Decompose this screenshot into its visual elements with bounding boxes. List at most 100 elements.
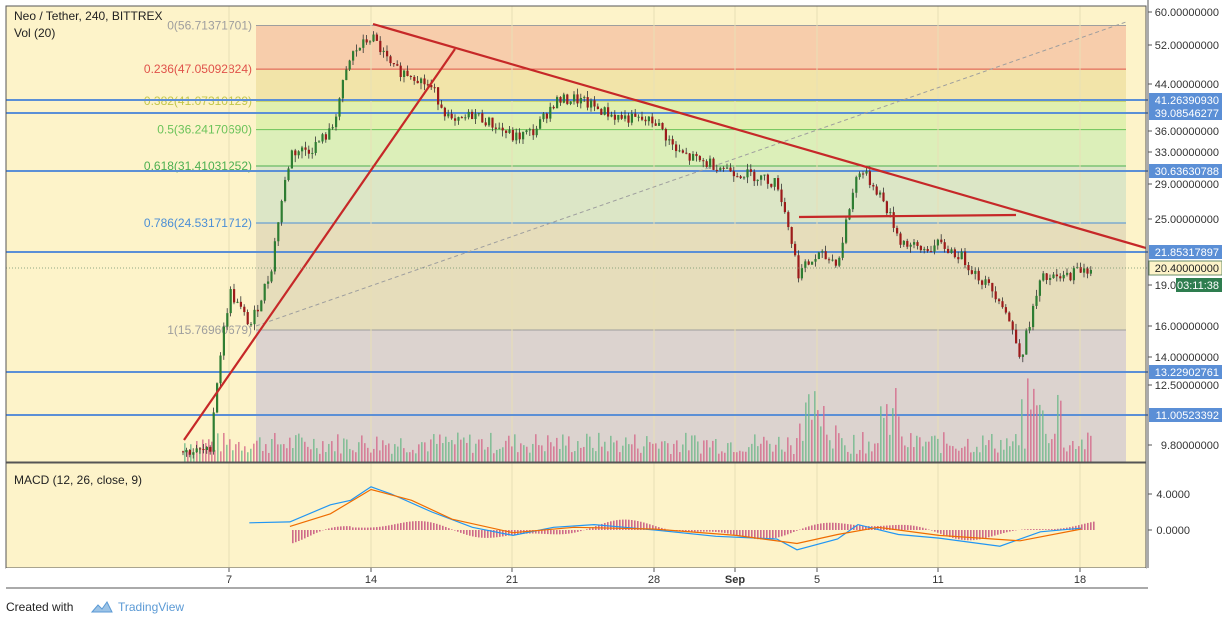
volume-bar xyxy=(964,446,966,462)
candle-body xyxy=(331,127,334,129)
volume-bar xyxy=(979,452,981,462)
tradingview-link[interactable]: TradingView xyxy=(90,598,184,616)
macd-histogram-bar xyxy=(1075,525,1077,530)
macd-histogram-bar xyxy=(793,530,795,532)
macd-histogram-bar xyxy=(964,530,966,541)
macd-histogram-bar xyxy=(1051,529,1053,530)
volume-bar xyxy=(841,438,843,462)
macd-histogram-bar xyxy=(640,521,642,530)
candle-body xyxy=(505,130,508,133)
candle-body xyxy=(1025,330,1028,355)
volume-bar xyxy=(811,419,813,462)
volume-bar xyxy=(673,443,675,462)
macd-histogram-bar xyxy=(466,530,468,535)
volume-bar xyxy=(637,448,639,462)
volume-bar xyxy=(409,452,411,462)
macd-histogram-bar xyxy=(319,530,321,532)
macd-histogram-bar xyxy=(508,530,510,536)
candle-body xyxy=(987,279,990,283)
macd-histogram-bar xyxy=(346,526,348,530)
volume-bar xyxy=(454,444,456,462)
candle-body xyxy=(593,100,596,107)
level-price-tag xyxy=(1149,164,1222,178)
candle-body xyxy=(930,251,933,253)
candle-body xyxy=(960,251,963,260)
candle-body xyxy=(739,176,742,179)
candle-body xyxy=(202,449,205,451)
volume-bar xyxy=(688,450,690,462)
level-price-label: 13.22902761 xyxy=(1155,367,1219,379)
candle-body xyxy=(253,309,256,325)
macd-histogram-bar xyxy=(1045,529,1047,530)
candle-body xyxy=(607,107,610,117)
macd-histogram-bar xyxy=(613,520,615,530)
level-price-label: 11.00523392 xyxy=(1156,410,1219,422)
candle-body xyxy=(899,233,902,245)
price-chart[interactable]: 0(56.71371701) 0.236(47.05092824) 0.382(41… xyxy=(0,0,1222,590)
candle-body xyxy=(535,128,538,136)
macd-histogram-bar xyxy=(922,527,924,530)
candle-body xyxy=(933,245,936,252)
macd-histogram-bar xyxy=(976,530,978,540)
candle-body xyxy=(984,279,987,285)
volume-bar xyxy=(322,441,324,462)
candle-body xyxy=(1015,329,1018,344)
volume-bar xyxy=(1039,404,1041,462)
macd-histogram-bar xyxy=(409,521,411,530)
volume-bar xyxy=(880,406,882,462)
candle-body xyxy=(981,280,984,285)
candle-body xyxy=(1049,278,1052,280)
macd-line xyxy=(249,486,1082,551)
volume-bar xyxy=(703,440,705,462)
level-price-tag xyxy=(1149,245,1222,259)
macd-histogram-bar xyxy=(454,530,456,531)
volume-bar xyxy=(268,452,270,462)
volume-bar xyxy=(427,451,429,462)
macd-histogram-bar xyxy=(1039,529,1041,530)
macd-histogram-bar xyxy=(763,530,765,540)
candle-body xyxy=(807,261,810,265)
macd-histogram-bar xyxy=(373,527,375,530)
volume-bar xyxy=(607,451,609,462)
volume-bar xyxy=(544,451,546,462)
macd-histogram-bar xyxy=(493,530,495,538)
volume-bar xyxy=(355,452,357,462)
macd-histogram-bar xyxy=(421,521,423,530)
volume-bar xyxy=(469,434,471,462)
candle-body xyxy=(488,117,491,126)
macd-histogram-bar xyxy=(490,530,492,538)
macd-histogram-bar xyxy=(652,525,654,530)
candle-body xyxy=(994,291,997,300)
macd-histogram-bar xyxy=(784,530,786,536)
volume-bar xyxy=(331,441,333,462)
candle-body xyxy=(906,240,909,247)
macd-histogram-bar xyxy=(622,519,624,530)
candle-body xyxy=(787,212,790,228)
volume-bar xyxy=(658,448,660,462)
volume-bar xyxy=(628,444,630,462)
volume-bar xyxy=(988,440,990,462)
volume-bar xyxy=(397,446,399,462)
candle-body xyxy=(284,179,287,201)
macd-histogram-bar xyxy=(325,529,327,530)
candle-body xyxy=(1079,267,1082,273)
volume-bar xyxy=(352,450,354,462)
volume-bar xyxy=(328,443,330,462)
candle-body xyxy=(263,283,266,301)
candle-body xyxy=(678,150,681,152)
macd-histogram-bar xyxy=(487,530,489,538)
volume-bar xyxy=(577,441,579,462)
macd-histogram-bar xyxy=(382,526,384,530)
candle-body xyxy=(875,186,878,195)
price-tick-label: 44.00000000 xyxy=(1155,79,1219,91)
volume-bar xyxy=(853,434,855,462)
volume-bar xyxy=(205,443,207,462)
candle-body xyxy=(430,85,433,88)
macd-histogram-bar xyxy=(478,530,480,538)
volume-bar xyxy=(295,435,297,462)
volume-bar xyxy=(892,408,894,462)
candle-body xyxy=(726,167,729,169)
volume-bar xyxy=(337,434,339,462)
volume-bar xyxy=(508,435,510,462)
